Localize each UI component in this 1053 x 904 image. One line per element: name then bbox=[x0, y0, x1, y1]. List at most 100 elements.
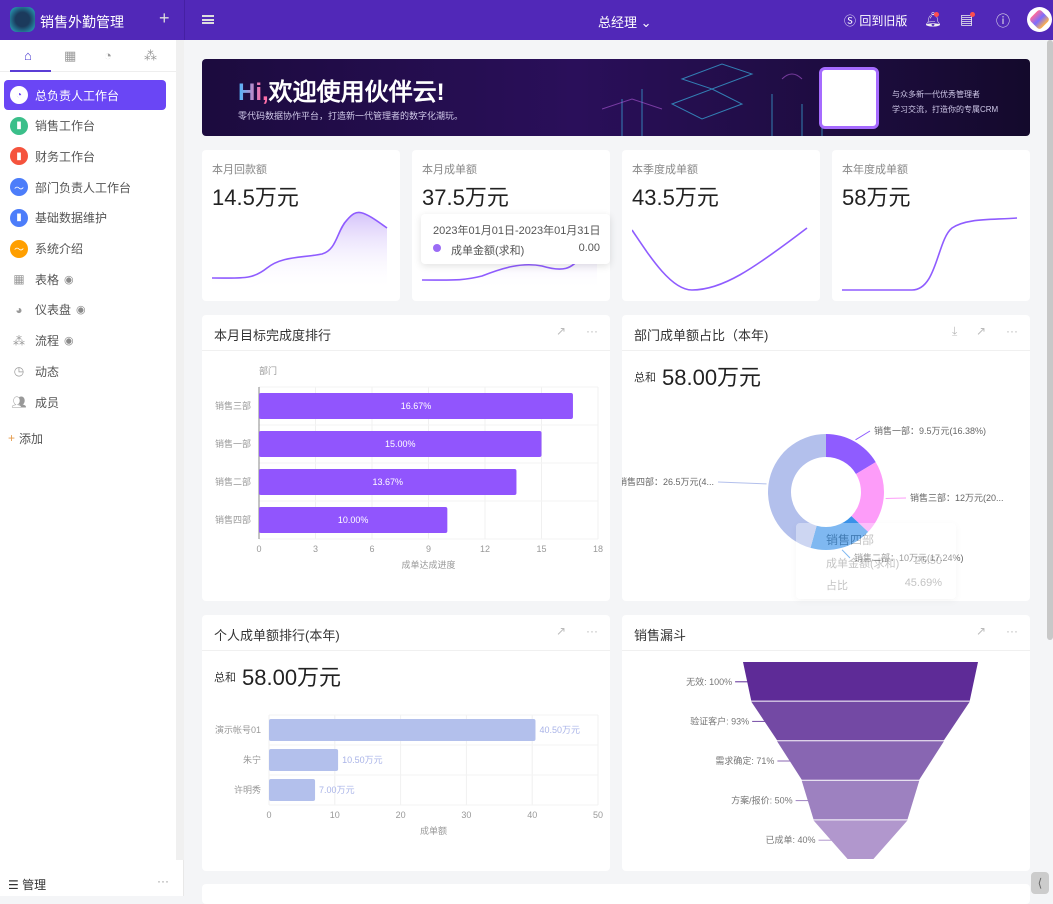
y-axis-label: 部门 bbox=[259, 365, 277, 376]
menu-icon[interactable] bbox=[202, 15, 214, 24]
bar-chart-icon: ▮ bbox=[10, 147, 28, 165]
funnel-label: 无效: 100% bbox=[686, 676, 732, 687]
x-tick-label: 3 bbox=[313, 544, 318, 554]
pie-icon: ◔ bbox=[10, 86, 28, 104]
notification-dot bbox=[934, 12, 939, 17]
welcome-banner[interactable]: Hi,欢迎使用伙伴云! 零代码数据协作平台，打造新一代管理者的数字化潮玩。 与众… bbox=[202, 59, 1030, 136]
main-scrollbar[interactable] bbox=[1047, 40, 1053, 640]
y-tick-label: 销售三部 bbox=[215, 400, 251, 411]
eye-hidden-icon: ◉ bbox=[64, 273, 74, 286]
banner-subtitle: 零代码数据协作平台，打造新一代管理者的数字化潮玩。 bbox=[238, 109, 463, 122]
old-version-button[interactable]: Ⓢ 回到旧版 bbox=[844, 12, 907, 29]
sparkline bbox=[632, 210, 810, 300]
home-icon[interactable]: ⌂ bbox=[24, 48, 32, 63]
sidebar-item-label: 财务工作台 bbox=[35, 148, 95, 165]
sidebar-item[interactable]: 〜系统介绍 bbox=[4, 234, 166, 264]
sidebar-item-label: 部门负责人工作台 bbox=[35, 179, 131, 196]
data-label: 10.50万元 bbox=[342, 755, 383, 765]
manage-label: 管理 bbox=[22, 878, 46, 892]
x-tick-label: 50 bbox=[593, 810, 603, 820]
table-icon[interactable]: ▦ bbox=[64, 48, 76, 64]
bar bbox=[269, 719, 535, 741]
flow-icon: ⁂ bbox=[10, 334, 28, 348]
kpi-value: 43.5万元 bbox=[632, 180, 719, 212]
slice-label: 销售三部：12万元(20... bbox=[910, 492, 1004, 503]
bar bbox=[269, 779, 315, 801]
label-line bbox=[718, 482, 767, 484]
x-tick-label: 12 bbox=[480, 544, 490, 554]
tooltip-series: 成单金额(求和) bbox=[451, 242, 524, 258]
sidebar-tabs: ⌂ ▦ ◔ ⁂ bbox=[0, 40, 183, 72]
trend-icon: 〜 bbox=[10, 178, 28, 196]
eye-hidden-icon: ◉ bbox=[76, 303, 86, 316]
add-label: 添加 bbox=[19, 430, 43, 447]
sidebar-item[interactable]: ◕ 仪表盘 ◉ bbox=[4, 295, 166, 325]
data-label: 13.67% bbox=[372, 477, 403, 487]
manage-button[interactable]: ☰ 管理 bbox=[8, 876, 46, 893]
trend-icon: 〜 bbox=[10, 240, 28, 258]
sidebar-item[interactable]: 👥︎成员 bbox=[4, 387, 166, 417]
add-button[interactable]: +添加 bbox=[4, 423, 166, 453]
role-selector[interactable]: 总经理 ⌄ bbox=[598, 12, 652, 31]
collapse-button[interactable]: ⟨ bbox=[1031, 872, 1049, 894]
sidebar-item-label: 总负责人工作台 bbox=[35, 87, 119, 104]
y-tick-label: 朱宁 bbox=[243, 754, 261, 765]
label-line bbox=[856, 431, 870, 440]
x-tick-label: 30 bbox=[461, 810, 471, 820]
flow-icon[interactable]: ⁂ bbox=[144, 48, 157, 64]
y-tick-label: 许明秀 bbox=[234, 784, 261, 795]
settings-icon: ☰ bbox=[8, 878, 19, 892]
kpi-label: 本季度成单额 bbox=[632, 161, 698, 177]
dashboard-icon[interactable]: ◔ bbox=[104, 48, 112, 63]
add-app-button[interactable]: + bbox=[159, 8, 170, 29]
clock-icon: ◷ bbox=[10, 364, 28, 378]
more-icon[interactable]: ··· bbox=[157, 874, 169, 888]
sidebar-item[interactable]: ▮ 财务工作台 bbox=[4, 141, 166, 171]
funnel-segment bbox=[743, 662, 978, 701]
divider bbox=[184, 0, 185, 40]
kpi-label: 本月成单额 bbox=[422, 161, 477, 177]
sidebar-item[interactable]: ◔ 总负责人工作台 bbox=[4, 80, 166, 110]
bell-icon[interactable]: 🔔︎ bbox=[924, 11, 942, 28]
x-tick-label: 9 bbox=[426, 544, 431, 554]
sidebar-item[interactable]: ▮基础数据维护 bbox=[4, 203, 166, 233]
x-tick-label: 40 bbox=[527, 810, 537, 820]
kpi-card[interactable]: 本季度成单额 43.5万元 bbox=[622, 150, 820, 301]
sidebar-item[interactable]: 〜部门负责人工作台 bbox=[4, 172, 166, 202]
data-label: 40.50万元 bbox=[539, 725, 580, 735]
x-tick-label: 0 bbox=[266, 810, 271, 820]
bar bbox=[269, 749, 338, 771]
x-axis-label: 成单达成进度 bbox=[401, 559, 455, 570]
funnel-chart: 无效: 100%验证客户: 93%需求确定: 71%方案/报价: 50%已成单:… bbox=[622, 615, 1030, 871]
sidebar-item[interactable]: ◷ 动态 bbox=[4, 356, 166, 386]
sidebar-scrollbar[interactable] bbox=[176, 40, 184, 860]
data-label: 16.67% bbox=[401, 401, 432, 411]
banner-title: Hi,欢迎使用伙伴云! bbox=[238, 72, 445, 107]
active-tab-indicator bbox=[10, 70, 51, 72]
kpi-value: 58万元 bbox=[842, 180, 910, 212]
y-tick-label: 销售一部 bbox=[215, 438, 251, 449]
x-tick-label: 20 bbox=[396, 810, 406, 820]
eye-hidden-icon: ◉ bbox=[64, 334, 74, 347]
avatar[interactable] bbox=[1027, 7, 1052, 32]
slice-label: 销售四部：26.5万元(4... bbox=[622, 476, 714, 487]
sidebar-item[interactable]: ⁂流程◉ bbox=[4, 326, 166, 356]
qr-code bbox=[819, 67, 879, 129]
help-icon[interactable]: ⓘ bbox=[996, 11, 1010, 31]
kpi-value: 37.5万元 bbox=[422, 180, 509, 212]
sidebar-item-label: 仪表盘 bbox=[35, 301, 71, 318]
bar-chart-icon: ▮ bbox=[10, 117, 28, 135]
sparkline bbox=[212, 210, 390, 300]
switch-icon: Ⓢ bbox=[844, 14, 856, 28]
sidebar-item[interactable]: ▦表格◉ bbox=[4, 264, 166, 294]
sidebar: ⌂ ▦ ◔ ⁂ ◔总负责人工作台▮销售工作台▮财务工作台〜部门负责人工作台▮基础… bbox=[0, 40, 184, 896]
funnel-label: 验证客户: 93% bbox=[690, 715, 749, 726]
sidebar-item[interactable]: ▮销售工作台 bbox=[4, 111, 166, 141]
sidebar-item-label: 动态 bbox=[35, 363, 59, 380]
dashboard-icon: ◕ bbox=[10, 303, 28, 317]
